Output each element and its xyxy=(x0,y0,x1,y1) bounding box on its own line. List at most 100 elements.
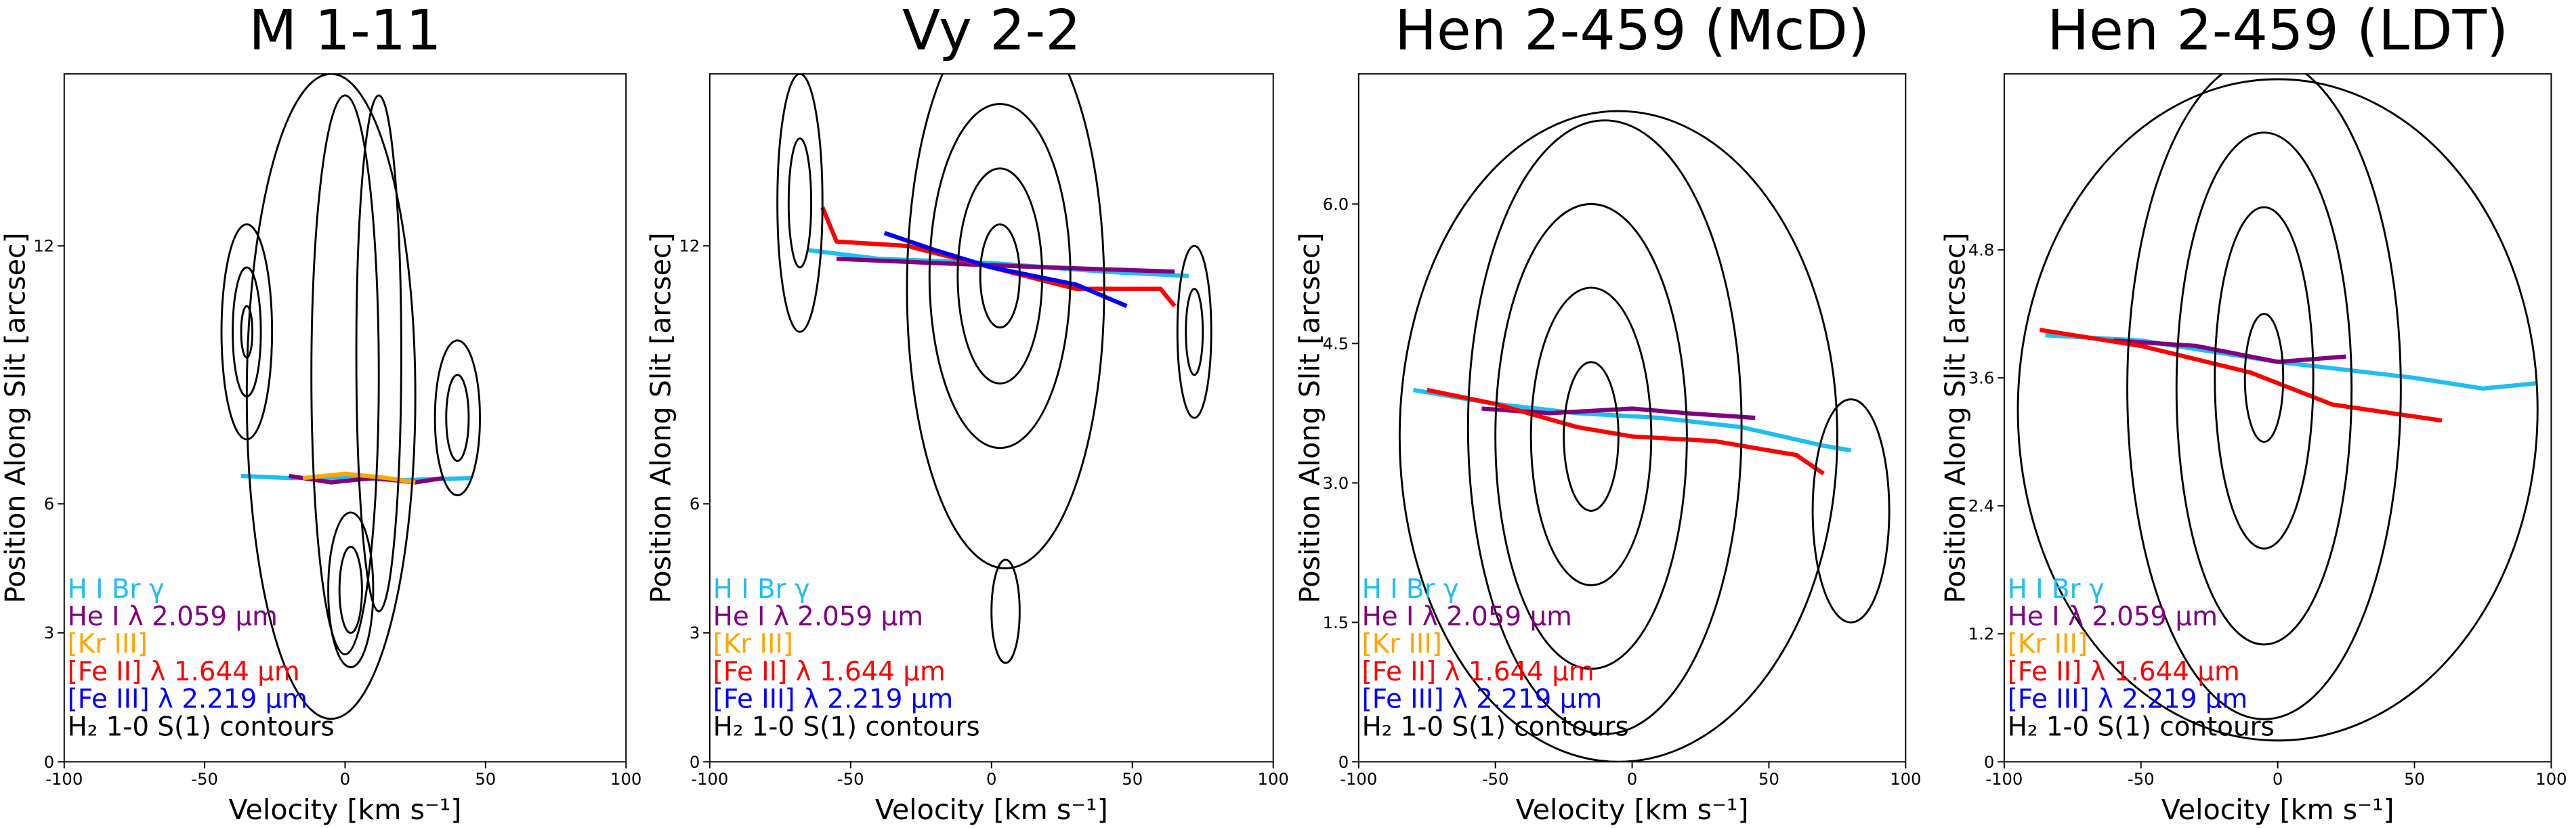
contour xyxy=(2017,78,2539,742)
contour xyxy=(776,74,824,333)
x-tick-label: 100 xyxy=(1890,769,1921,789)
y-tick-label: 3.0 xyxy=(1323,473,1349,493)
chart-title: Hen 2-459 (LDT) xyxy=(2047,0,2508,63)
contour xyxy=(990,559,1021,664)
legend-entry: [Fe II] λ 1.644 μm xyxy=(2008,657,2240,687)
y-tick-label: 0 xyxy=(1338,752,1349,772)
legend-entry: [Fe III] λ 2.219 μm xyxy=(1362,684,1603,715)
legend-entry: H I Br γ xyxy=(1362,574,1459,605)
y-tick-label: 0 xyxy=(690,752,700,772)
y-tick-label: 6 xyxy=(44,494,54,514)
legend-entry: [Fe III] λ 2.219 μm xyxy=(713,684,954,715)
x-tick-label: -50 xyxy=(837,769,864,789)
contour xyxy=(338,546,363,634)
x-tick-label: -100 xyxy=(45,769,83,789)
contour xyxy=(928,103,1072,450)
contour xyxy=(1185,288,1204,376)
panel: -100 -50 0 50 100 0 3 6 12 H I Br γHe I λ 2.059 μ… xyxy=(0,0,641,826)
series-line xyxy=(883,231,1128,308)
x-tick-label: -100 xyxy=(1985,769,2023,789)
contour xyxy=(2243,313,2285,443)
plot-area xyxy=(776,74,1212,664)
legend-entry: H₂ 1-0 S(1) contours xyxy=(1362,712,1629,742)
contour xyxy=(2175,131,2353,646)
series-line xyxy=(808,248,1189,278)
legend-entry: H I Br γ xyxy=(713,574,810,605)
x-tick-label: 0 xyxy=(986,769,996,789)
legend-entry: [Kr III] xyxy=(68,629,148,659)
contour xyxy=(1466,119,1743,735)
contour xyxy=(1811,398,1891,624)
legend-entry: [Fe II] λ 1.644 μm xyxy=(1362,657,1595,687)
x-tick-label: 100 xyxy=(610,769,641,789)
legend-entry: He I λ 2.059 μm xyxy=(713,601,923,632)
plot-area xyxy=(1398,110,1891,762)
panel: -100 -50 0 50 100 0 3 6 12 H I Br γHe I λ 2.059 μ… xyxy=(645,0,1289,826)
chart-title: Vy 2-2 xyxy=(902,0,1081,63)
y-tick-label: 0 xyxy=(1984,752,1994,772)
x-axis-label: Velocity [km s⁻¹] xyxy=(1516,793,1749,826)
axes-frame xyxy=(2003,73,2552,763)
contour xyxy=(1563,361,1620,512)
x-tick-label: 0 xyxy=(2273,769,2283,789)
contour xyxy=(1529,286,1653,586)
x-tick-label: 0 xyxy=(1627,769,1637,789)
x-axis-label: Velocity [km s⁻¹] xyxy=(229,793,462,826)
y-tick-label: 6.0 xyxy=(1323,194,1349,214)
x-tick-label: 50 xyxy=(1758,769,1779,789)
y-tick-label: 2.4 xyxy=(1968,496,1995,516)
legend-entry: H I Br γ xyxy=(2008,574,2105,605)
x-tick-label: 0 xyxy=(340,769,350,789)
x-tick-label: -50 xyxy=(2128,769,2155,789)
panel: -100 -50 0 50 100 0 1.5 3.0 4.5 6.0 H I Br γHe I λ… xyxy=(1294,0,1922,826)
panel: -100 -50 0 50 100 0 1.2 2.4 3.6 4.8 H I Br γHe I λ… xyxy=(1939,0,2567,826)
series-line xyxy=(2039,328,2443,423)
x-tick-label: -100 xyxy=(1340,769,1377,789)
x-tick-label: 50 xyxy=(2404,769,2425,789)
legend-entry: [Kr III] xyxy=(1362,629,1442,659)
y-tick-label: 3 xyxy=(44,623,54,642)
x-axis-label: Velocity [km s⁻¹] xyxy=(2161,793,2394,826)
contour xyxy=(232,266,262,397)
y-tick-label: 4.5 xyxy=(1323,334,1349,353)
contour xyxy=(434,339,481,496)
legend-entry: H₂ 1-0 S(1) contours xyxy=(68,712,335,742)
contour xyxy=(906,74,1105,569)
contour xyxy=(2126,74,2402,720)
legend-entry: He I λ 2.059 μm xyxy=(1362,601,1572,632)
y-tick-label: 1.2 xyxy=(1968,624,1995,644)
axes-frame xyxy=(1357,73,1907,763)
x-tick-label: -100 xyxy=(691,769,728,789)
series-line xyxy=(2113,338,2346,364)
contour xyxy=(240,305,254,359)
y-tick-label: 1.5 xyxy=(1323,613,1349,632)
chart-title: Hen 2-459 (McD) xyxy=(1395,0,1870,63)
contour xyxy=(1494,202,1688,670)
x-tick-label: 50 xyxy=(1122,769,1143,789)
y-tick-label: 12 xyxy=(33,236,54,256)
y-axis-label: Position Along Slit [arcsec] xyxy=(1939,232,1972,603)
legend-entry: [Kr III] xyxy=(2008,629,2088,659)
legend-entry: H₂ 1-0 S(1) contours xyxy=(713,712,980,742)
y-tick-label: 3 xyxy=(690,623,700,642)
axes-frame xyxy=(709,73,1274,763)
x-tick-label: 100 xyxy=(2535,769,2567,789)
legend-entry: H₂ 1-0 S(1) contours xyxy=(2008,712,2275,742)
contour xyxy=(220,223,274,441)
y-axis-label: Position Along Slit [arcsec] xyxy=(0,232,32,603)
x-tick-label: -50 xyxy=(1482,769,1509,789)
x-tick-label: -50 xyxy=(191,769,218,789)
legend-entry: [Fe III] λ 2.219 μm xyxy=(2008,684,2248,715)
y-tick-label: 0 xyxy=(44,752,54,772)
legend-entry: [Fe III] λ 2.219 μm xyxy=(68,684,308,715)
series-line xyxy=(302,471,416,485)
contour xyxy=(2214,206,2315,550)
y-tick-label: 4.8 xyxy=(1968,240,1995,260)
y-axis-label: Position Along Slit [arcsec] xyxy=(645,232,677,603)
contour xyxy=(979,223,1021,329)
legend-entry: [Kr III] xyxy=(713,629,793,659)
contour xyxy=(956,167,1044,385)
legend-entry: [Fe II] λ 1.644 μm xyxy=(68,657,300,687)
legend-entry: He I λ 2.059 μm xyxy=(2008,601,2218,632)
